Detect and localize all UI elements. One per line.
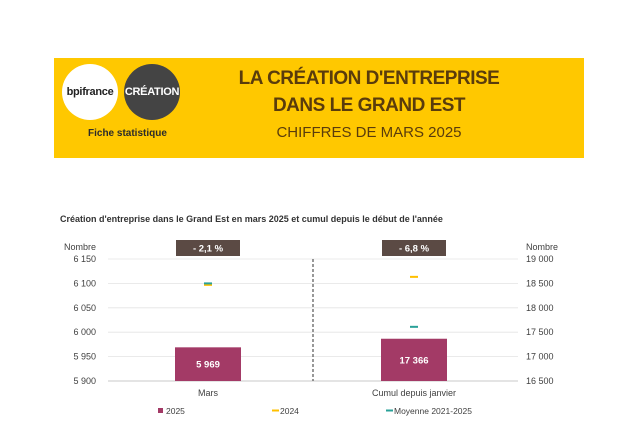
legend-label: 2025 [166, 406, 185, 416]
marker-average [204, 282, 212, 285]
left-axis-tick-label: 5 900 [73, 376, 96, 386]
category-label: Mars [198, 388, 218, 398]
bar-2025 [381, 338, 447, 381]
left-axis-tick-label: 5 950 [73, 352, 96, 362]
left-axis-label: Nombre [64, 242, 96, 252]
bpifrance-logo: bpifrance [62, 64, 118, 120]
left-axis-tick-label: 6 050 [73, 303, 96, 313]
right-axis-tick-label: 17 000 [526, 352, 554, 362]
title-line-2: DANS LE GRAND EST [272, 95, 466, 116]
legend-swatch-line [386, 409, 393, 412]
legend-label: Moyenne 2021-2025 [394, 406, 472, 416]
left-axis-tick-label: 6 000 [73, 327, 96, 337]
bar-2025 [175, 347, 241, 381]
category-label: Cumul depuis janvier [372, 388, 456, 398]
marker-2024 [204, 283, 212, 286]
left-axis-tick-label: 6 150 [73, 254, 96, 264]
right-axis-tick-label: 18 500 [526, 278, 554, 288]
marker-2024 [410, 275, 418, 278]
variation-badge-text: - 6,8 % [399, 244, 430, 255]
left-axis-tick-label: 6 100 [73, 278, 96, 288]
variation-badge [176, 240, 240, 256]
bar-value-label: 5 969 [196, 360, 220, 371]
chart-title: Création d'entreprise dans le Grand Est … [60, 214, 443, 224]
creation-logo-text: CRÉATION [124, 86, 180, 98]
header-banner: bpifrance CRÉATION Fiche statistique LA … [54, 58, 584, 158]
marker-average [410, 325, 418, 328]
creation-logo: CRÉATION [124, 64, 180, 120]
title-line-3: CHIFFRES DE MARS 2025 [276, 124, 462, 141]
bar-value-label: 17 366 [399, 355, 428, 366]
legend-swatch-line [272, 409, 279, 412]
right-axis-tick-label: 18 000 [526, 303, 554, 313]
right-axis-tick-label: 19 000 [526, 254, 554, 264]
right-axis-tick-label: 17 500 [526, 327, 554, 337]
variation-badge-text: - 2,1 % [193, 244, 224, 255]
legend-swatch-2025 [158, 408, 163, 413]
legend-label: 2024 [280, 406, 299, 416]
title-line-1: LA CRÉATION D'ENTREPRISE [238, 68, 500, 89]
bpifrance-logo-text: bpifrance [66, 86, 114, 98]
variation-badge [382, 240, 446, 256]
right-axis-label: Nombre [526, 242, 558, 252]
fiche-statistique-label: Fiche statistique [88, 128, 167, 139]
right-axis-tick-label: 16 500 [526, 376, 554, 386]
